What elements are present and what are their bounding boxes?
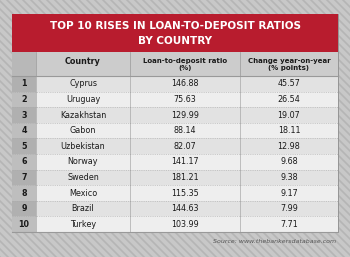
Bar: [12, 139, 36, 154]
Bar: [12, 14, 338, 52]
Text: 75.63: 75.63: [174, 95, 196, 104]
Text: 7: 7: [21, 173, 27, 182]
Bar: [12, 52, 36, 76]
Text: 141.17: 141.17: [171, 157, 199, 166]
Text: Change year-on-year: Change year-on-year: [248, 58, 330, 64]
Bar: [12, 216, 338, 232]
Text: 10: 10: [19, 220, 29, 229]
Text: Source: www.thebankersdatabase.com: Source: www.thebankersdatabase.com: [213, 239, 336, 244]
Text: 9: 9: [21, 204, 27, 213]
Bar: [12, 76, 338, 91]
Text: 2: 2: [21, 95, 27, 104]
Bar: [12, 170, 36, 185]
Text: 7.71: 7.71: [280, 220, 298, 229]
Bar: [12, 91, 338, 107]
Bar: [12, 154, 338, 170]
Text: Mexico: Mexico: [69, 188, 97, 197]
Bar: [12, 216, 36, 232]
Bar: [12, 185, 36, 201]
Text: 9.38: 9.38: [280, 173, 298, 182]
Text: 3: 3: [21, 111, 27, 120]
Text: Sweden: Sweden: [67, 173, 99, 182]
Text: 26.54: 26.54: [278, 95, 300, 104]
Text: Uruguay: Uruguay: [66, 95, 100, 104]
Text: 181.21: 181.21: [171, 173, 199, 182]
Text: 12.98: 12.98: [278, 142, 300, 151]
Text: 4: 4: [21, 126, 27, 135]
Text: TOP 10 RISES IN LOAN-TO-DEPOSIT RATIOS: TOP 10 RISES IN LOAN-TO-DEPOSIT RATIOS: [49, 21, 301, 31]
Text: 82.07: 82.07: [174, 142, 196, 151]
Bar: [12, 91, 36, 107]
Text: 19.07: 19.07: [278, 111, 300, 120]
Text: Kazakhstan: Kazakhstan: [60, 111, 106, 120]
Bar: [12, 107, 338, 123]
Bar: [12, 123, 338, 139]
Bar: [12, 14, 338, 232]
Text: 144.63: 144.63: [171, 204, 199, 213]
Bar: [12, 52, 338, 76]
Text: 88.14: 88.14: [174, 126, 196, 135]
Text: Country: Country: [65, 58, 101, 67]
Text: 129.99: 129.99: [171, 111, 199, 120]
Bar: [12, 185, 338, 201]
Bar: [12, 76, 36, 91]
Text: 5: 5: [21, 142, 27, 151]
Text: 146.88: 146.88: [171, 79, 199, 88]
Text: 9.68: 9.68: [280, 157, 298, 166]
Text: Loan-to-deposit ratio: Loan-to-deposit ratio: [143, 58, 227, 64]
Text: 1: 1: [21, 79, 27, 88]
Text: 6: 6: [21, 157, 27, 166]
Text: Gabon: Gabon: [70, 126, 96, 135]
Text: (% points): (% points): [268, 65, 309, 71]
Text: 103.99: 103.99: [171, 220, 199, 229]
Bar: [12, 139, 338, 154]
Bar: [12, 170, 338, 185]
Text: 9.17: 9.17: [280, 188, 298, 197]
Text: 8: 8: [21, 188, 27, 197]
Text: (%): (%): [178, 65, 192, 71]
Text: Uzbekistan: Uzbekistan: [61, 142, 105, 151]
Bar: [12, 123, 36, 139]
Bar: [12, 201, 36, 216]
Text: BY COUNTRY: BY COUNTRY: [138, 36, 212, 46]
Text: 7.99: 7.99: [280, 204, 298, 213]
Text: Turkey: Turkey: [70, 220, 96, 229]
Text: 115.35: 115.35: [171, 188, 199, 197]
Text: 45.57: 45.57: [278, 79, 300, 88]
Bar: [12, 107, 36, 123]
Text: Norway: Norway: [68, 157, 98, 166]
Text: Cyprus: Cyprus: [69, 79, 97, 88]
Bar: [12, 154, 36, 170]
Text: 18.11: 18.11: [278, 126, 300, 135]
Bar: [12, 201, 338, 216]
Text: Brazil: Brazil: [72, 204, 94, 213]
